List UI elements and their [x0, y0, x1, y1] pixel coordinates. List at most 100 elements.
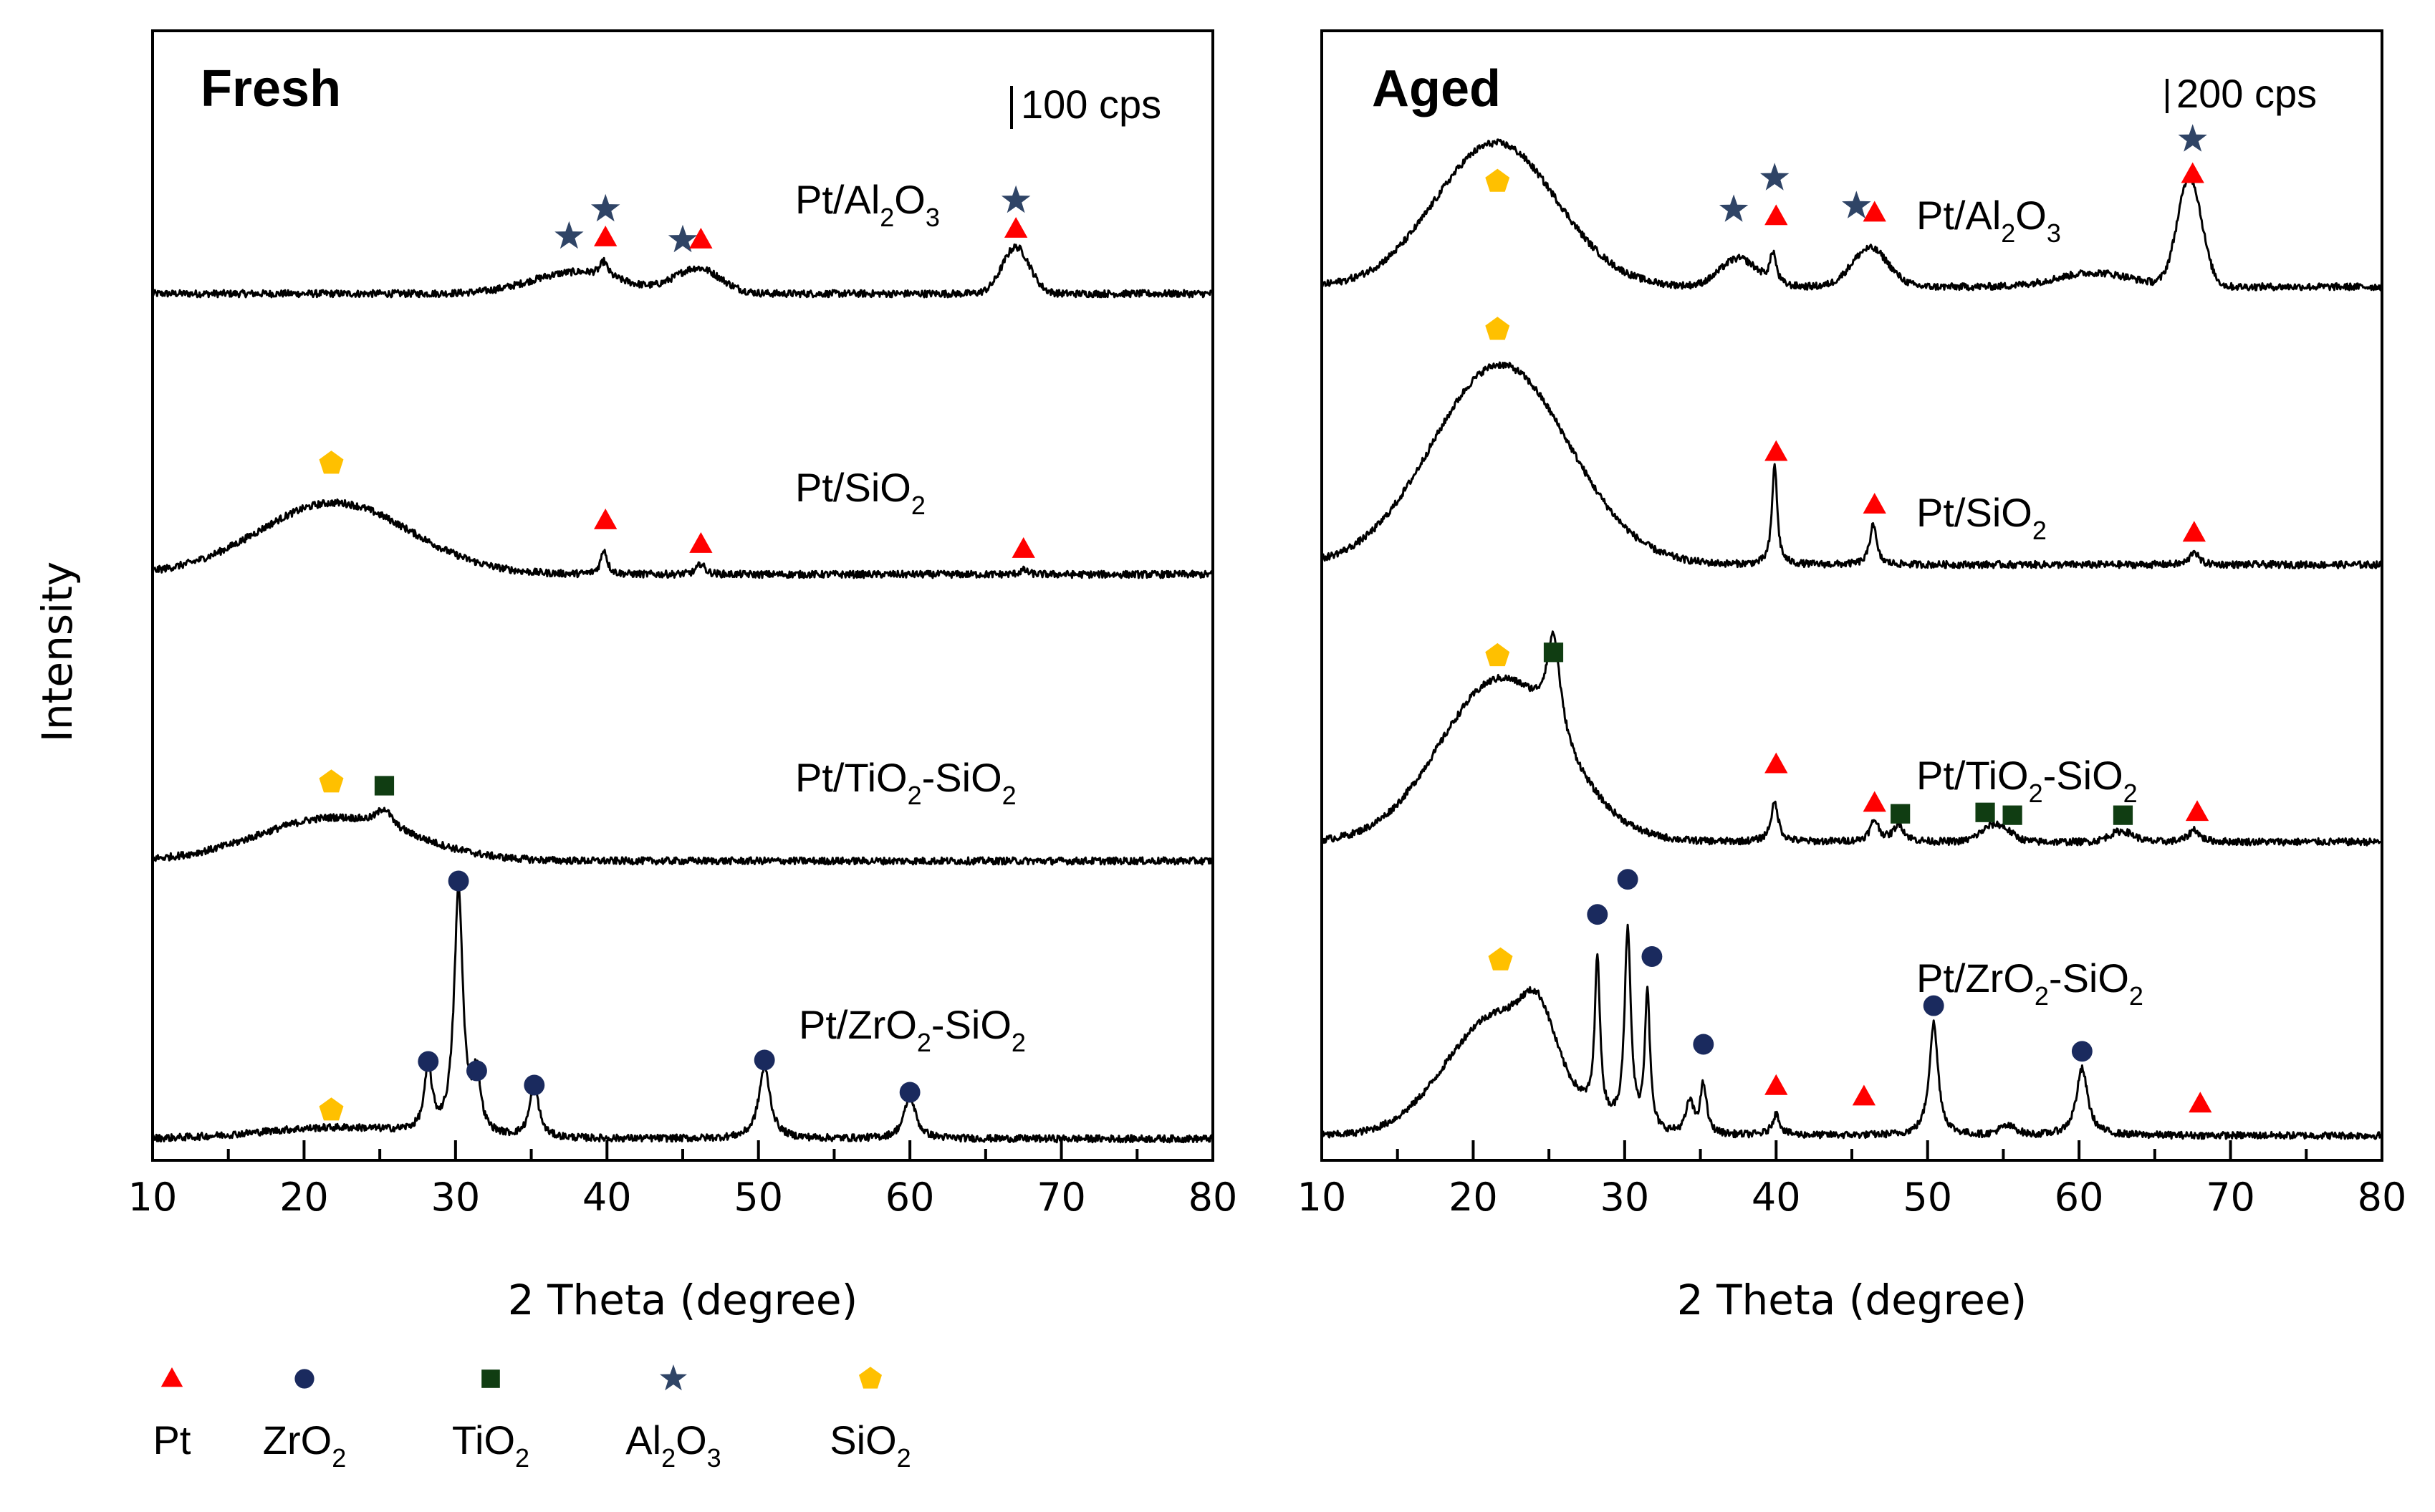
sample-label-part: 2 — [2032, 516, 2047, 545]
sample-label-part: 3 — [2047, 218, 2061, 248]
sample-label-part: O — [894, 177, 926, 222]
square-marker — [2002, 805, 2022, 825]
circle-marker — [1923, 995, 1944, 1016]
sample-label-part: 2 — [911, 491, 926, 520]
legend: Pt ZrO2 TiO2 Al2O3 SiO2 — [153, 1364, 911, 1473]
pentagon-marker — [1488, 947, 1513, 971]
x-tick-label: 60 — [2055, 1175, 2104, 1220]
legend-star-icon — [660, 1364, 687, 1391]
legend-square-icon — [481, 1369, 500, 1388]
sample-label: Pt/Al2O3 — [795, 177, 940, 232]
x-tick-label: 50 — [734, 1175, 783, 1220]
sample-label: Pt/SiO2 — [1916, 490, 2047, 545]
triangle-marker — [1863, 493, 1886, 514]
legend-label: SiO2 — [830, 1417, 911, 1473]
circle-marker — [1617, 869, 1638, 890]
sample-label-part: 2 — [2001, 218, 2015, 248]
trace-pt-zro2-sio2 — [1320, 923, 2383, 1140]
aged-panel: 10 20 30 40 50 60 70 80 2 Theta (degree) Aged 200 … — [1297, 29, 2407, 1324]
trace-pt-tio2-sio2 — [1320, 630, 2383, 847]
legend-pentagon-icon — [859, 1367, 882, 1389]
x-tick-label: 50 — [1903, 1175, 1952, 1220]
plot-frame — [1320, 29, 2383, 1162]
trace-pt-sio2 — [1320, 361, 2383, 569]
triangle-marker — [1863, 791, 1886, 812]
star-marker — [1760, 163, 1790, 191]
x-tick-label: 30 — [1600, 1175, 1649, 1220]
triangle-marker — [1764, 440, 1788, 461]
legend-label-part: TiO — [452, 1417, 515, 1463]
circle-marker — [448, 870, 469, 892]
x-tick-label: 10 — [128, 1175, 178, 1220]
x-axis-label: 2 Theta (degree) — [1677, 1276, 2027, 1324]
sample-label: Pt/ZrO2-SiO2 — [799, 1002, 1026, 1057]
legend-label: TiO2 — [452, 1417, 529, 1473]
legend-label-part: 2 — [332, 1443, 346, 1473]
sample-label-part: O — [2015, 193, 2047, 238]
circle-marker — [1587, 904, 1608, 925]
sample-label: Pt/SiO2 — [795, 465, 926, 520]
sample-label-part: Pt/ZrO — [1916, 955, 2035, 1001]
trace-pt-zro2-sio2 — [151, 887, 1214, 1144]
sample-label: Pt/TiO2-SiO2 — [1916, 753, 2138, 808]
sample-label-part: 3 — [926, 203, 940, 232]
sample-label-part: 2 — [2129, 981, 2143, 1011]
legend-label-part: Pt — [153, 1417, 191, 1463]
triangle-marker — [1852, 1084, 1876, 1106]
circle-marker — [2071, 1041, 2093, 1062]
pentagon-marker — [1485, 168, 1510, 192]
square-marker — [2113, 805, 2133, 825]
legend-triangle-icon — [160, 1367, 183, 1387]
legend-circle-icon — [294, 1369, 314, 1389]
x-tick-label: 80 — [2358, 1175, 2407, 1220]
legend-label-part: SiO — [830, 1417, 896, 1463]
triangle-marker — [1863, 201, 1886, 222]
trace-pt-al2o3 — [151, 243, 1214, 299]
sample-label-part: 2 — [917, 1028, 931, 1057]
x-tick-label: 70 — [1037, 1175, 1086, 1220]
sample-label-part: 2 — [2123, 779, 2138, 808]
legend-label-part: 2 — [661, 1443, 676, 1473]
triangle-marker — [689, 532, 713, 553]
sample-label-part: -SiO — [2049, 955, 2129, 1001]
panel-title: Aged — [1372, 60, 1501, 117]
sample-label-part: -SiO — [931, 1002, 1012, 1047]
x-tick-label: 20 — [1449, 1175, 1498, 1220]
x-tick-label: 40 — [582, 1175, 632, 1220]
sample-label-part: 2 — [908, 781, 922, 810]
plot-frame — [151, 29, 1214, 1162]
star-marker — [1719, 194, 1749, 222]
circle-marker — [754, 1049, 775, 1071]
sample-label-part: -SiO — [2043, 753, 2123, 798]
sample-label-part: -SiO — [922, 755, 1002, 800]
scale-label: 200 cps — [2176, 71, 2317, 116]
sample-label-part: Pt/SiO — [795, 465, 911, 510]
sample-label-part: 2 — [880, 203, 894, 232]
square-marker — [374, 776, 395, 796]
triangle-marker — [2182, 521, 2206, 542]
sample-label-part: Pt/TiO — [795, 755, 908, 800]
triangle-marker — [1764, 752, 1788, 774]
circle-marker — [1693, 1034, 1714, 1055]
pentagon-marker — [1485, 317, 1510, 340]
sample-label: Pt/Al2O3 — [1916, 193, 2061, 248]
pentagon-marker — [319, 1097, 344, 1121]
sample-label-part: Pt/Al — [795, 177, 880, 222]
triangle-marker — [1004, 217, 1028, 238]
x-tick-label: 80 — [1188, 1175, 1238, 1220]
sample-label-part: 2 — [1012, 1028, 1026, 1057]
triangle-marker — [689, 228, 713, 249]
triangle-marker — [1012, 537, 1035, 558]
legend-label-part: 2 — [897, 1443, 911, 1473]
scale-label: 100 cps — [1021, 82, 1161, 127]
sample-label-part: 2 — [2029, 779, 2043, 808]
star-marker — [1001, 185, 1031, 213]
x-tick-label: 60 — [885, 1175, 935, 1220]
star-marker — [668, 224, 698, 253]
x-tick-label: 30 — [431, 1175, 480, 1220]
square-marker — [1975, 802, 1995, 822]
y-axis-label: Intensity — [33, 562, 82, 742]
x-tick-label: 70 — [2206, 1175, 2255, 1220]
sample-label-part: 2 — [1002, 781, 1017, 810]
legend-label-part: ZrO — [263, 1417, 332, 1463]
